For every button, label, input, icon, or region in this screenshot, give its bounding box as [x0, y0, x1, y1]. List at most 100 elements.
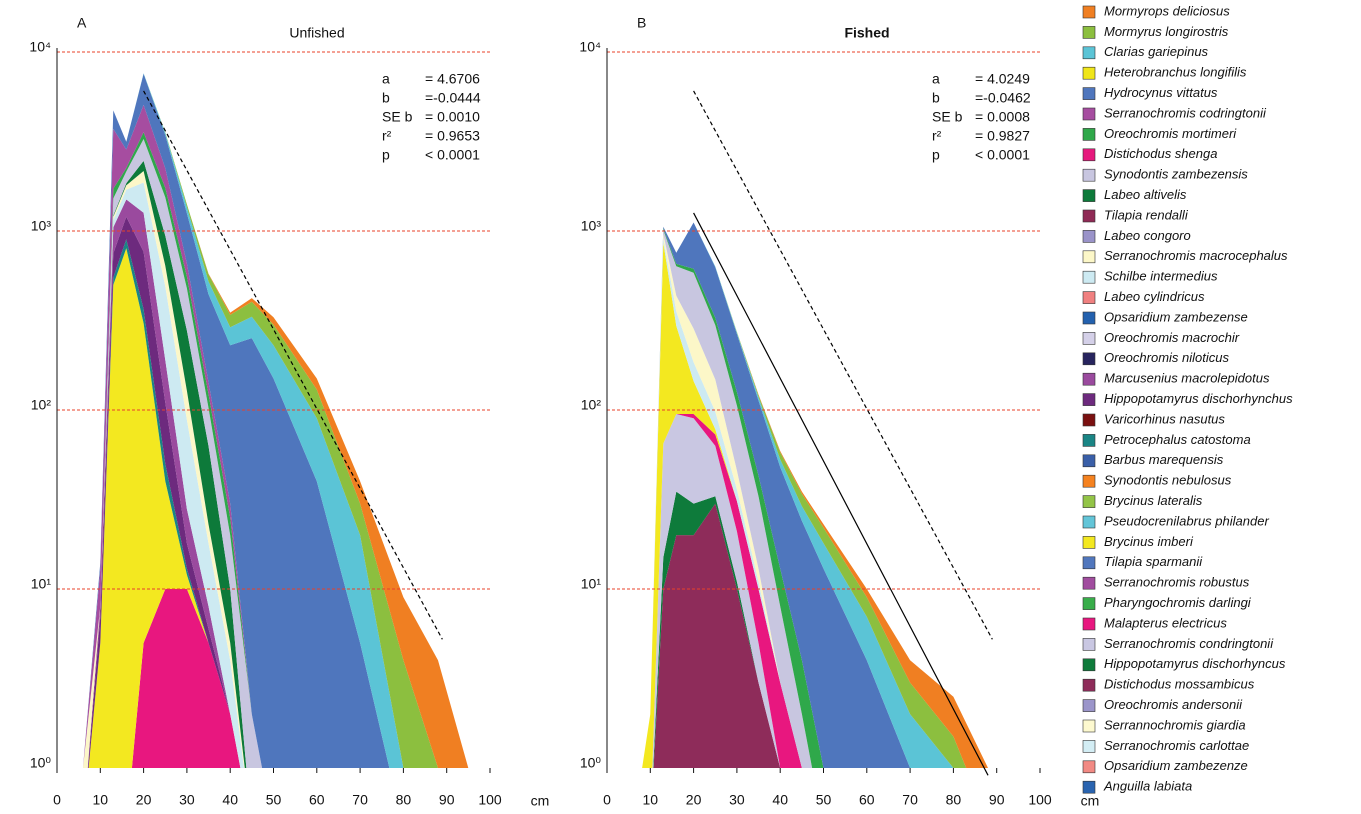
fit-value: =-0.0462 — [975, 90, 1031, 106]
legend-swatch — [1082, 291, 1096, 304]
species-area — [131, 589, 241, 768]
legend-label: Marcusenius macrolepidotus — [1104, 371, 1270, 386]
legend-label: Mormyrus longirostris — [1104, 24, 1229, 39]
x-tick-label: 20 — [136, 792, 152, 808]
legend-swatch — [1082, 148, 1096, 162]
legend-swatch — [1082, 678, 1096, 692]
fit-label: b — [382, 90, 390, 106]
x-tick-label: 50 — [266, 792, 282, 808]
panel-letter: B — [637, 15, 646, 31]
fit-value: = 0.0008 — [975, 109, 1030, 125]
legend-label: Brycinus lateralis — [1104, 493, 1203, 508]
y-tick-label: 10⁴ — [579, 39, 601, 55]
species-area — [88, 248, 241, 768]
plot-area — [83, 73, 469, 768]
legend-label: Hippopotamyrus dischorhyncus — [1104, 656, 1286, 671]
legend-swatch — [1082, 107, 1096, 121]
fit-label: p — [382, 147, 390, 163]
species-area — [652, 414, 802, 768]
species-area — [642, 229, 813, 768]
x-axis-label: cm — [1081, 793, 1100, 809]
fit-value: = 0.9827 — [975, 128, 1030, 144]
legend-label: Synodontis nebulosus — [1104, 473, 1232, 488]
fit-value: = 0.9653 — [425, 128, 480, 144]
x-tick-label: 100 — [478, 792, 502, 808]
fit-value: < 0.0001 — [975, 147, 1030, 163]
legend-label: Serrannochromis giardia — [1104, 717, 1246, 732]
legend-swatch — [1082, 556, 1096, 570]
legend-swatch — [1082, 638, 1096, 651]
species-area — [642, 242, 802, 768]
fit-label: r² — [382, 128, 392, 144]
x-tick-label: 70 — [902, 792, 918, 808]
legend-label: Labeo cylindricus — [1104, 289, 1205, 304]
legend-swatch — [1082, 536, 1096, 549]
legend-label: Schilbe intermedius — [1104, 269, 1218, 284]
legend-swatch — [1082, 250, 1096, 264]
legend-label: Oreochromis niloticus — [1104, 350, 1229, 365]
fit-value: = 0.0010 — [425, 109, 480, 125]
species-area — [642, 222, 967, 768]
y-tick-label: 10² — [581, 397, 602, 413]
legend-swatch — [1082, 597, 1096, 610]
legend-label: Serranochromis robustus — [1104, 575, 1250, 590]
legend-label: Petrocephalus catostoma — [1104, 432, 1251, 447]
legend-label: Serranochromis codringtonii — [1104, 105, 1267, 120]
x-tick-label: 50 — [816, 792, 832, 808]
x-axis-label: cm — [531, 793, 550, 809]
legend-label: Hydrocynus vittatus — [1104, 85, 1218, 100]
x-tick-label: 40 — [772, 792, 788, 808]
legend-swatch — [1082, 5, 1096, 19]
legend-label: Mormyrops deliciosus — [1104, 3, 1230, 18]
fit-label: SE b — [382, 109, 413, 125]
x-tick-label: 0 — [53, 792, 61, 808]
panel-title: Fished — [844, 25, 889, 41]
species-area — [653, 503, 781, 768]
y-tick-label: 10¹ — [31, 576, 52, 592]
legend-swatch — [1082, 515, 1096, 529]
fit-label: a — [382, 71, 390, 87]
species-area — [83, 139, 263, 768]
legend-label: Oreochromis macrochir — [1104, 330, 1240, 345]
legend-label: Varicorhinus nasutus — [1104, 411, 1225, 426]
legend-swatch — [1082, 26, 1096, 39]
legend-label: Malapterus electricus — [1104, 615, 1227, 630]
legend-swatch — [1082, 46, 1096, 60]
legend-label: Brycinus imberi — [1104, 534, 1194, 549]
legend-swatch — [1082, 740, 1096, 753]
legend-swatch — [1082, 66, 1096, 80]
x-tick-label: 100 — [1028, 792, 1052, 808]
legend-label: Labeo altivelis — [1104, 187, 1187, 202]
fit-label: SE b — [932, 109, 963, 125]
x-tick-label: 10 — [93, 792, 109, 808]
legend-label: Pseudocrenilabrus philander — [1104, 513, 1269, 528]
legend-label: Synodontis zambezensis — [1104, 167, 1248, 182]
fit-label: p — [932, 147, 940, 163]
y-tick-label: 10³ — [31, 218, 52, 234]
legend-label: Serranochromis macrocephalus — [1104, 248, 1288, 263]
fit-line — [693, 212, 989, 776]
legend-swatch — [1082, 372, 1096, 386]
legend-swatch — [1082, 230, 1096, 243]
x-tick-label: 10 — [643, 792, 659, 808]
species-area — [652, 414, 781, 768]
legend-label: Distichodus mossambicus — [1104, 677, 1255, 692]
legend-swatch — [1082, 393, 1096, 406]
species-area — [87, 182, 245, 768]
reference-fit-line — [693, 90, 993, 640]
plot-area — [642, 222, 1019, 768]
y-tick-label: 10² — [31, 397, 52, 413]
fit-value: = 4.0249 — [975, 71, 1030, 87]
legend-swatch — [1082, 474, 1096, 488]
legend-label: Heterobranchus longifilis — [1104, 65, 1247, 80]
legend-swatch — [1082, 270, 1096, 284]
legend-swatch — [1082, 332, 1096, 345]
x-tick-label: 0 — [603, 792, 611, 808]
y-tick-label: 10³ — [581, 218, 602, 234]
legend-swatch — [1082, 209, 1096, 223]
legend-label: Oreochromis andersonii — [1104, 697, 1243, 712]
x-tick-label: 70 — [352, 792, 368, 808]
legend-label: Oreochromis mortimeri — [1104, 126, 1237, 141]
legend-swatch — [1082, 189, 1096, 202]
